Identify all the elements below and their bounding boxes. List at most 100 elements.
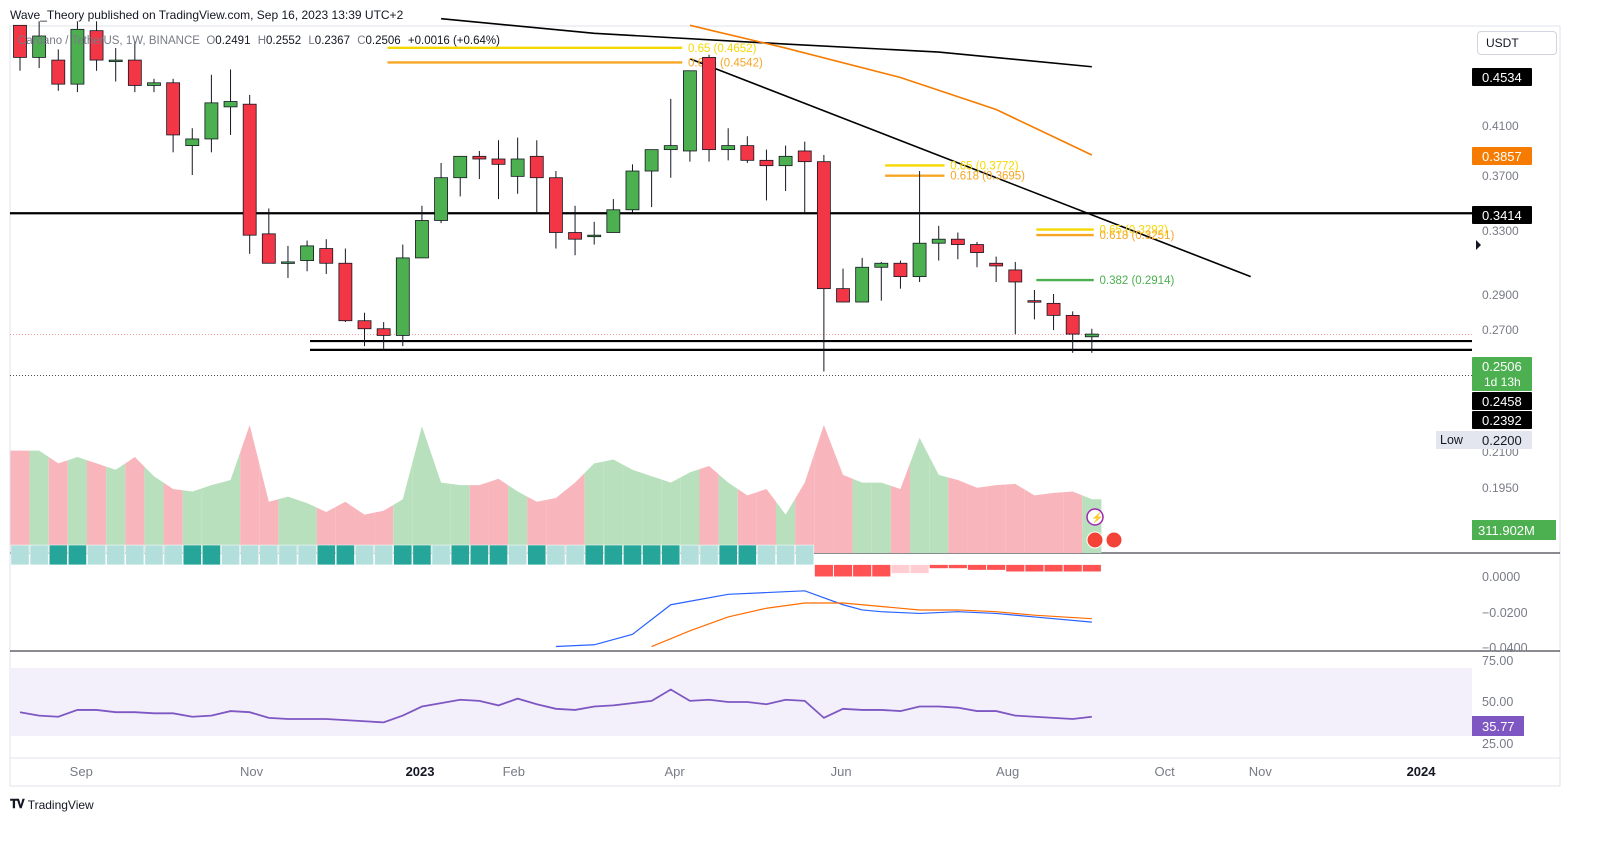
candle-body bbox=[472, 155, 487, 160]
change-value: +0.0016 (+0.64%) bbox=[407, 35, 500, 47]
candle-body bbox=[70, 28, 85, 85]
macd-histogram-bar bbox=[144, 544, 164, 566]
macd-histogram-bar bbox=[1006, 564, 1025, 572]
price-tag-label: 0.2200 bbox=[1482, 433, 1522, 448]
descending-trendline bbox=[689, 57, 1251, 278]
candle-body bbox=[663, 145, 678, 151]
volume-bar bbox=[67, 457, 87, 553]
volume-bar bbox=[833, 449, 853, 553]
macd-histogram-bar bbox=[278, 544, 298, 566]
macd-histogram-bar bbox=[374, 544, 393, 566]
volume-bar bbox=[278, 496, 298, 553]
candle-body bbox=[568, 232, 582, 240]
candle-body bbox=[644, 149, 659, 172]
price-tag-label: 0.3857 bbox=[1482, 149, 1522, 164]
footer-brand: 𝐓𝐕 TradingView bbox=[10, 797, 94, 812]
us-flag-icon bbox=[1105, 531, 1123, 549]
price-tick-label: 0.4100 bbox=[1482, 119, 1519, 133]
macd-histogram-bar bbox=[527, 544, 547, 566]
chart-frame bbox=[9, 25, 1561, 787]
price-tag bbox=[1472, 68, 1532, 86]
low-label-bg bbox=[1436, 431, 1474, 449]
volume-bar bbox=[890, 463, 911, 553]
volume-bar bbox=[1024, 489, 1044, 553]
candle-body bbox=[51, 59, 66, 85]
candle-body bbox=[683, 70, 697, 152]
volume-bar bbox=[795, 453, 815, 553]
volume-bar bbox=[163, 482, 183, 553]
fib-label: 0.382 (0.2914) bbox=[1099, 275, 1174, 287]
volume-bar bbox=[603, 459, 623, 553]
macd-histogram-bar bbox=[431, 544, 451, 566]
high-label: H bbox=[257, 35, 266, 47]
candle-body bbox=[625, 170, 640, 211]
time-axis-label: 2023 bbox=[406, 764, 435, 779]
macd-histogram-bar bbox=[718, 544, 738, 566]
candle-body bbox=[242, 103, 257, 236]
scroll-marker-icon bbox=[1476, 240, 1481, 250]
volume-bar bbox=[1043, 492, 1064, 553]
macd-histogram-bar bbox=[757, 544, 776, 566]
macd-histogram-bar bbox=[508, 544, 527, 566]
low-value: 0.2367 bbox=[314, 35, 350, 47]
volume-bar bbox=[527, 496, 547, 553]
volume-bar bbox=[622, 464, 643, 553]
price-tick-label: 0.2900 bbox=[1482, 288, 1519, 302]
volume-bar bbox=[699, 465, 719, 553]
time-axis-label: 2024 bbox=[1407, 764, 1437, 779]
fib-label: 0.65 (0.4652) bbox=[688, 43, 757, 55]
volume-bar bbox=[565, 473, 585, 553]
volume-bar bbox=[546, 490, 566, 553]
volume-bar bbox=[431, 454, 451, 553]
candle-body bbox=[434, 177, 448, 221]
time-axis-label: Apr bbox=[664, 764, 685, 779]
volume-tag-label: 311.902M bbox=[1478, 523, 1535, 538]
volume-bar bbox=[642, 473, 662, 553]
candle-body bbox=[281, 261, 295, 264]
macd-histogram-bar bbox=[412, 544, 432, 566]
price-tag-label: 0.2392 bbox=[1482, 413, 1522, 428]
volume-bar bbox=[201, 482, 221, 553]
publish-header: Wave_Theory published on TradingView.com… bbox=[10, 8, 404, 22]
candle-body bbox=[797, 150, 812, 163]
macd-histogram-bar bbox=[240, 544, 259, 566]
price-tag-label: 0.4534 bbox=[1482, 70, 1522, 85]
candle-body bbox=[32, 35, 47, 58]
signal-line bbox=[651, 602, 1092, 648]
macd-histogram-bar bbox=[316, 544, 336, 566]
price-tag bbox=[1472, 392, 1532, 410]
price-tag bbox=[1472, 411, 1532, 429]
candle-body bbox=[931, 238, 946, 244]
candle-body bbox=[912, 242, 927, 278]
volume-bar bbox=[374, 505, 394, 553]
candle-body bbox=[778, 155, 793, 167]
candle-body bbox=[338, 262, 353, 322]
macd-histogram-bar bbox=[948, 564, 967, 569]
candle-body bbox=[376, 328, 391, 336]
candle-body bbox=[989, 262, 1004, 267]
macd-histogram-bar bbox=[125, 544, 145, 566]
macd-histogram-bar bbox=[355, 544, 374, 566]
fib-label: 0.65 (0.3772) bbox=[950, 160, 1019, 172]
candle-body bbox=[950, 238, 965, 245]
currency-button[interactable]: USDT bbox=[1477, 31, 1557, 55]
time-axis-label: Sep bbox=[70, 764, 93, 779]
macd-histogram-bar bbox=[1063, 564, 1082, 572]
open-value: 0.2491 bbox=[215, 35, 251, 47]
macd-histogram-bar bbox=[1044, 564, 1063, 572]
macd-histogram-bar bbox=[623, 544, 642, 566]
volume-bar bbox=[661, 477, 681, 553]
volume-bar bbox=[967, 483, 987, 553]
candle-body bbox=[491, 158, 506, 165]
volume-bar bbox=[450, 483, 470, 553]
volume-bar bbox=[680, 469, 700, 553]
volume-tag bbox=[1472, 520, 1556, 540]
close-value: 0.2506 bbox=[365, 35, 401, 47]
candle-body bbox=[127, 59, 142, 86]
price-tag bbox=[1472, 206, 1532, 224]
volume-bar bbox=[776, 498, 796, 553]
candle-body bbox=[587, 234, 602, 238]
candle-body bbox=[816, 161, 831, 290]
candle-body bbox=[13, 24, 27, 58]
